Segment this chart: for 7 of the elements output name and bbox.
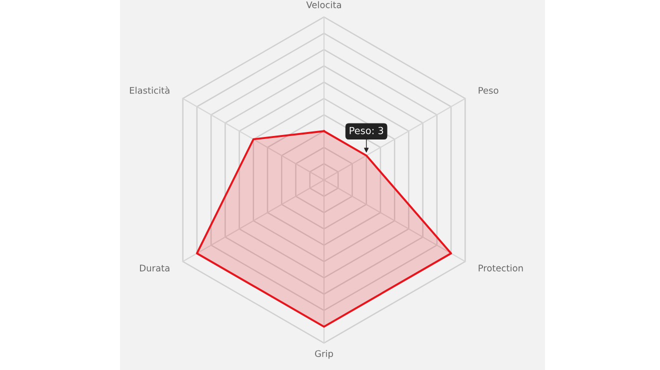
spoke-label: Peso [478,87,498,94]
spoke-label: Protection [478,264,523,272]
text: Peso: 3 [350,126,384,134]
spoke-label: Durata [140,264,170,272]
spoke-label: Grip [315,350,333,359]
spoke-label: Elasticità [130,86,170,94]
spoke-label: Velocita [306,1,341,8]
